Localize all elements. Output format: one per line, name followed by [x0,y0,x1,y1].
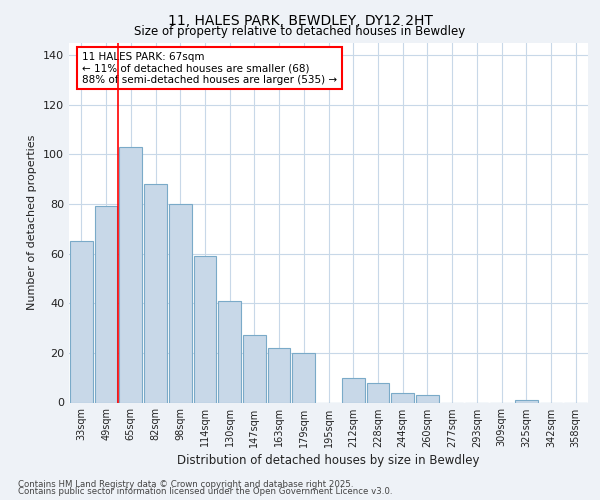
Bar [218,300,241,402]
Text: Contains public sector information licensed under the Open Government Licence v3: Contains public sector information licen… [18,487,392,496]
Text: Contains HM Land Registry data © Crown copyright and database right 2025.: Contains HM Land Registry data © Crown c… [18,480,353,489]
Bar [515,400,538,402]
Bar [416,395,439,402]
Bar [292,353,315,403]
Bar [268,348,290,403]
Bar [119,147,142,403]
Bar [391,392,414,402]
Bar [243,336,266,402]
Bar [342,378,365,402]
Text: 11 HALES PARK: 67sqm
← 11% of detached houses are smaller (68)
88% of semi-detac: 11 HALES PARK: 67sqm ← 11% of detached h… [82,52,337,84]
Y-axis label: Number of detached properties: Number of detached properties [28,135,37,310]
Bar [169,204,191,402]
Bar [194,256,216,402]
Text: Size of property relative to detached houses in Bewdley: Size of property relative to detached ho… [134,25,466,38]
Bar [70,241,93,402]
X-axis label: Distribution of detached houses by size in Bewdley: Distribution of detached houses by size … [177,454,480,467]
Bar [367,382,389,402]
Bar [95,206,118,402]
Bar [144,184,167,402]
Text: 11, HALES PARK, BEWDLEY, DY12 2HT: 11, HALES PARK, BEWDLEY, DY12 2HT [167,14,433,28]
